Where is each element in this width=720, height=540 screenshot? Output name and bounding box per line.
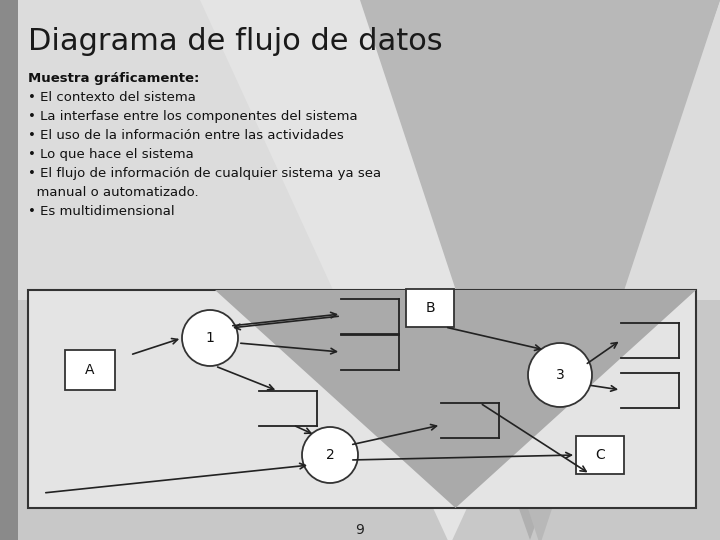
Text: • La interfase entre los componentes del sistema: • La interfase entre los componentes del… <box>28 110 358 123</box>
Text: • Es multidimensional: • Es multidimensional <box>28 205 175 218</box>
Bar <box>28 290 696 508</box>
Text: 1: 1 <box>206 331 215 345</box>
Text: • El uso de la información entre las actividades: • El uso de la información entre las act… <box>28 129 343 142</box>
Text: Muestra gráficamente:: Muestra gráficamente: <box>28 72 199 85</box>
Text: 3: 3 <box>556 368 564 382</box>
Text: • El contexto del sistema: • El contexto del sistema <box>28 91 196 104</box>
Text: Diagrama de flujo de datos: Diagrama de flujo de datos <box>28 28 443 57</box>
Polygon shape <box>215 290 696 508</box>
Circle shape <box>182 310 238 366</box>
Text: • El flujo de información de cualquier sistema ya sea: • El flujo de información de cualquier s… <box>28 167 381 180</box>
Bar <box>0 0 18 540</box>
Text: 2: 2 <box>325 448 334 462</box>
Bar <box>0 0 18 540</box>
Text: A: A <box>85 363 95 377</box>
Polygon shape <box>340 0 720 540</box>
Bar <box>576 436 624 474</box>
Circle shape <box>302 427 358 483</box>
Bar <box>18 300 720 540</box>
Text: manual o automatizado.: manual o automatizado. <box>28 186 199 199</box>
Bar <box>65 350 115 390</box>
Circle shape <box>528 343 592 407</box>
Polygon shape <box>230 0 690 540</box>
Text: 9: 9 <box>356 523 364 537</box>
Polygon shape <box>200 0 700 540</box>
Bar <box>406 289 454 327</box>
Text: B: B <box>426 301 435 315</box>
Bar <box>18 0 720 300</box>
Text: C: C <box>595 448 605 462</box>
Polygon shape <box>360 0 720 540</box>
Text: • Lo que hace el sistema: • Lo que hace el sistema <box>28 148 194 161</box>
